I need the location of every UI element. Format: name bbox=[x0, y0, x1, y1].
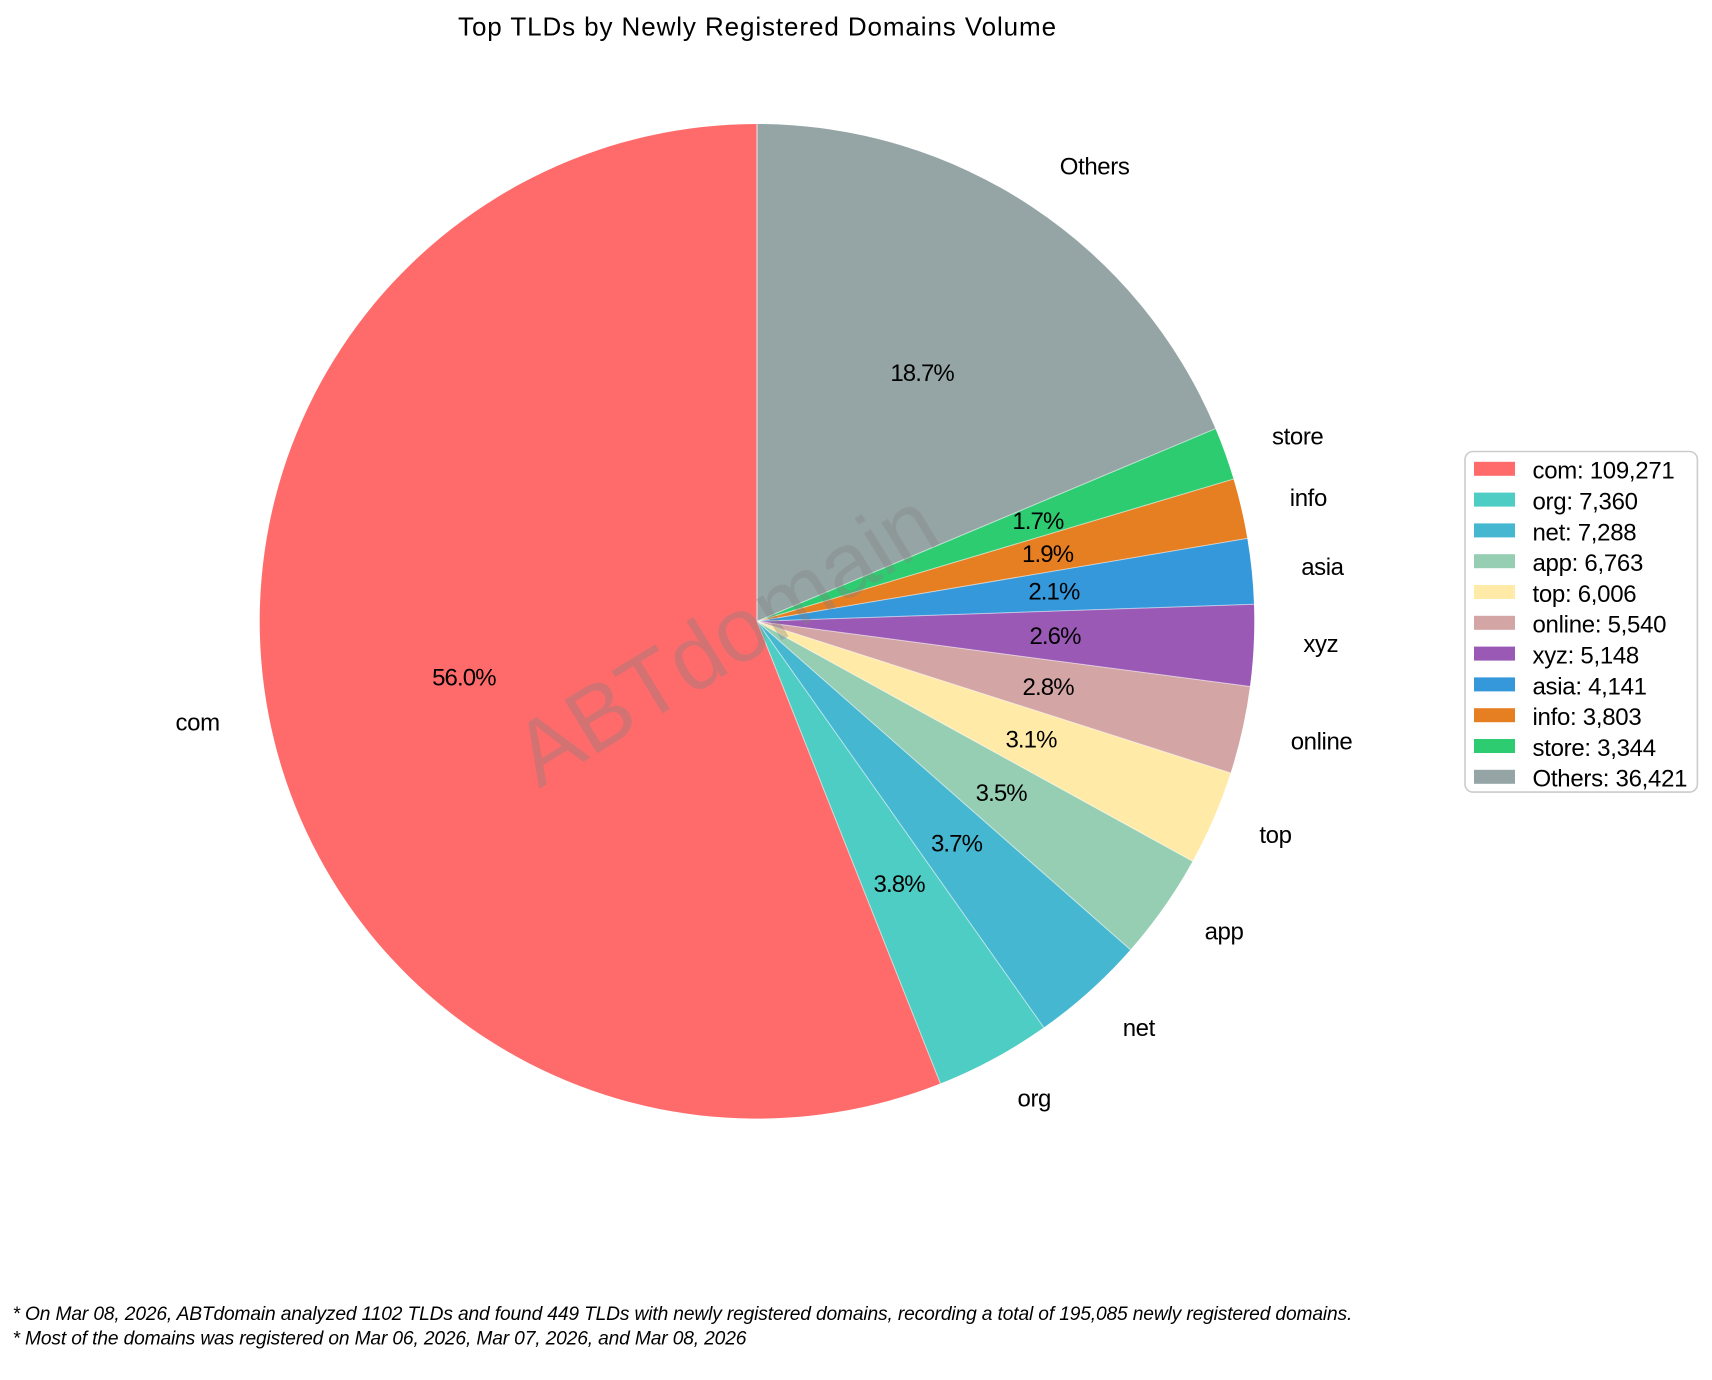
svg-text:3.1%: 3.1% bbox=[1005, 727, 1057, 754]
svg-text:store: 3,344: store: 3,344 bbox=[1533, 735, 1656, 762]
svg-text:net: 7,288: net: 7,288 bbox=[1533, 519, 1637, 546]
svg-text:app: app bbox=[1205, 919, 1244, 946]
svg-text:info: 3,803: info: 3,803 bbox=[1533, 704, 1642, 731]
svg-text:3.5%: 3.5% bbox=[976, 780, 1028, 807]
svg-text:com: 109,271: com: 109,271 bbox=[1533, 458, 1675, 485]
svg-text:56.0%: 56.0% bbox=[432, 665, 496, 692]
svg-text:2.1%: 2.1% bbox=[1028, 579, 1080, 606]
svg-text:1.7%: 1.7% bbox=[1012, 508, 1064, 535]
svg-text:3.8%: 3.8% bbox=[874, 871, 926, 898]
svg-text:Top TLDs by Newly Registered D: Top TLDs by Newly Registered Domains Vol… bbox=[458, 11, 1057, 41]
svg-text:xyz: xyz bbox=[1303, 631, 1338, 658]
svg-text:asia: asia bbox=[1301, 554, 1344, 581]
svg-text:* On Mar 08, 2026, ABTdomain a: * On Mar 08, 2026, ABTdomain analyzed 11… bbox=[13, 1304, 1353, 1325]
svg-text:com: com bbox=[176, 709, 220, 736]
svg-text:asia: 4,141: asia: 4,141 bbox=[1533, 673, 1647, 700]
svg-text:online: online bbox=[1291, 729, 1353, 756]
svg-text:xyz: 5,148: xyz: 5,148 bbox=[1533, 643, 1640, 670]
svg-text:3.7%: 3.7% bbox=[931, 831, 983, 858]
svg-text:top: top bbox=[1259, 822, 1291, 849]
svg-text:* Most of the domains was regi: * Most of the domains was registered on … bbox=[13, 1328, 747, 1349]
svg-text:top: 6,006: top: 6,006 bbox=[1533, 581, 1637, 608]
svg-text:Others: 36,421: Others: 36,421 bbox=[1533, 766, 1688, 793]
svg-text:2.8%: 2.8% bbox=[1023, 674, 1075, 701]
svg-text:2.6%: 2.6% bbox=[1029, 623, 1081, 650]
svg-text:org: org bbox=[1018, 1085, 1052, 1112]
svg-text:18.7%: 18.7% bbox=[890, 360, 954, 387]
svg-text:store: store bbox=[1272, 424, 1323, 451]
svg-text:app: 6,763: app: 6,763 bbox=[1533, 550, 1644, 577]
svg-text:org: 7,360: org: 7,360 bbox=[1533, 489, 1638, 516]
svg-text:online: 5,540: online: 5,540 bbox=[1533, 612, 1667, 639]
svg-text:Others: Others bbox=[1060, 153, 1130, 180]
svg-text:net: net bbox=[1123, 1015, 1156, 1042]
svg-text:info: info bbox=[1290, 485, 1327, 512]
svg-text:1.9%: 1.9% bbox=[1022, 541, 1074, 568]
